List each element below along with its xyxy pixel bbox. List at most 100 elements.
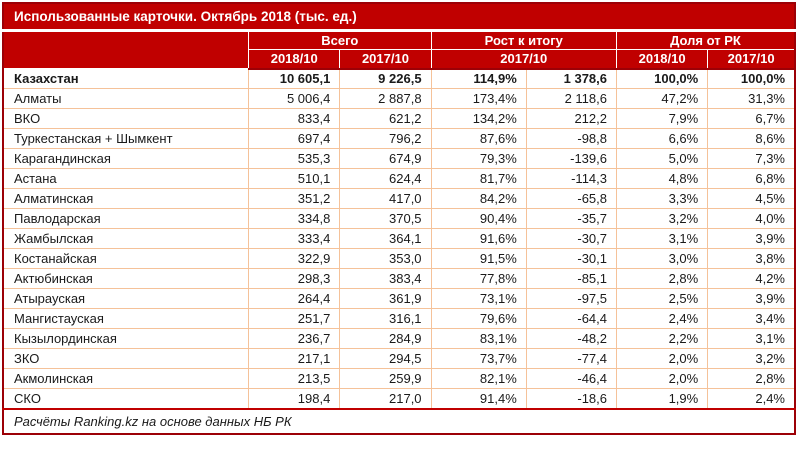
growth-abs-cell: 212,2 (525, 108, 618, 129)
growth-abs-cell: -30,7 (525, 228, 618, 249)
header-group-share: Доля от РК (616, 30, 796, 50)
share-2018-cell: 3,2% (615, 208, 709, 229)
total-2017-cell: 9 226,5 (339, 68, 432, 89)
growth-abs-cell: -65,8 (525, 188, 618, 209)
growth-pct-cell: 82,1% (430, 368, 527, 389)
share-2017-cell: 4,0% (707, 208, 796, 229)
growth-pct-cell: 90,4% (430, 208, 527, 229)
total-2017-cell: 417,0 (339, 188, 432, 209)
table-row: СКО 198,4 217,0 91,4% -18,6 1,9% 2,4% (2, 388, 796, 409)
share-2018-cell: 2,2% (615, 328, 709, 349)
total-2018-cell: 251,7 (248, 308, 341, 329)
total-2018-cell: 213,5 (248, 368, 341, 389)
share-2018-cell: 2,4% (615, 308, 709, 329)
total-2017-cell: 361,9 (339, 288, 432, 309)
table-row: Костанайская 322,9 353,0 91,5% -30,1 3,0… (2, 248, 796, 269)
table-row: Акмолинская 213,5 259,9 82,1% -46,4 2,0%… (2, 368, 796, 389)
total-2018-cell: 236,7 (248, 328, 341, 349)
share-2017-cell: 2,4% (707, 388, 796, 409)
share-2017-cell: 2,8% (707, 368, 796, 389)
total-2018-cell: 535,3 (248, 148, 341, 169)
growth-abs-cell: -30,1 (525, 248, 618, 269)
region-cell: Атырауская (2, 288, 250, 309)
title-row: Использованные карточки. Октябрь 2018 (т… (3, 3, 795, 32)
share-2017-cell: 31,3% (707, 88, 796, 109)
share-2017-cell: 100,0% (707, 68, 796, 89)
total-2018-cell: 510,1 (248, 168, 341, 189)
total-2017-cell: 674,9 (339, 148, 432, 169)
region-cell: Туркестанская + Шымкент (2, 128, 250, 149)
cards-usage-table: Использованные карточки. Октябрь 2018 (т… (2, 2, 796, 435)
growth-abs-cell: -77,4 (525, 348, 618, 369)
growth-pct-cell: 81,7% (430, 168, 527, 189)
region-cell: Казахстан (2, 68, 250, 89)
table-row: Атырауская 264,4 361,9 73,1% -97,5 2,5% … (2, 288, 796, 309)
region-cell: Жамбылская (2, 228, 250, 249)
footer-row: Расчёты Ranking.kz на основе данных НБ Р… (3, 407, 795, 434)
share-2017-cell: 4,2% (707, 268, 796, 289)
growth-pct-cell: 114,9% (430, 68, 527, 89)
total-2018-cell: 351,2 (248, 188, 341, 209)
total-2018-cell: 198,4 (248, 388, 341, 409)
total-2018-cell: 264,4 (248, 288, 341, 309)
table-row: Алматинская 351,2 417,0 84,2% -65,8 3,3%… (2, 188, 796, 209)
total-2018-cell: 10 605,1 (248, 68, 341, 89)
total-2017-cell: 2 887,8 (339, 88, 432, 109)
share-2018-cell: 2,5% (615, 288, 709, 309)
table-row: ВКО 833,4 621,2 134,2% 212,2 7,9% 6,7% (2, 108, 796, 129)
growth-abs-cell: -18,6 (525, 388, 618, 409)
share-2018-cell: 3,3% (615, 188, 709, 209)
region-cell: Алматы (2, 88, 250, 109)
table-row: Астана 510,1 624,4 81,7% -114,3 4,8% 6,8… (2, 168, 796, 189)
table-row: Алматы 5 006,4 2 887,8 173,4% 2 118,6 47… (2, 88, 796, 109)
share-2018-cell: 47,2% (615, 88, 709, 109)
region-cell: Кызылординская (2, 328, 250, 349)
share-2017-cell: 6,7% (707, 108, 796, 129)
share-2017-cell: 3,2% (707, 348, 796, 369)
total-2017-cell: 624,4 (339, 168, 432, 189)
subheader-share-2017: 2017/10 (707, 49, 796, 70)
table-row: Павлодарская 334,8 370,5 90,4% -35,7 3,2… (2, 208, 796, 229)
share-2017-cell: 7,3% (707, 148, 796, 169)
growth-pct-cell: 91,6% (430, 228, 527, 249)
total-2017-cell: 294,5 (339, 348, 432, 369)
total-2018-cell: 697,4 (248, 128, 341, 149)
growth-pct-cell: 173,4% (430, 88, 527, 109)
total-2018-cell: 833,4 (248, 108, 341, 129)
share-2017-cell: 6,8% (707, 168, 796, 189)
share-2018-cell: 2,0% (615, 368, 709, 389)
table-row: Казахстан 10 605,1 9 226,5 114,9% 1 378,… (2, 68, 796, 89)
total-2017-cell: 364,1 (339, 228, 432, 249)
total-2017-cell: 621,2 (339, 108, 432, 129)
share-2018-cell: 5,0% (615, 148, 709, 169)
share-2017-cell: 3,1% (707, 328, 796, 349)
growth-pct-cell: 134,2% (430, 108, 527, 129)
share-2018-cell: 6,6% (615, 128, 709, 149)
region-cell: Астана (2, 168, 250, 189)
growth-pct-cell: 73,7% (430, 348, 527, 369)
growth-abs-cell: 2 118,6 (525, 88, 618, 109)
share-2018-cell: 3,0% (615, 248, 709, 269)
growth-pct-cell: 77,8% (430, 268, 527, 289)
subheader-growth-2017: 2017/10 (430, 49, 618, 70)
total-2017-cell: 316,1 (339, 308, 432, 329)
growth-abs-cell: -97,5 (525, 288, 618, 309)
table-row: Кызылординская 236,7 284,9 83,1% -48,2 2… (2, 328, 796, 349)
share-2018-cell: 3,1% (615, 228, 709, 249)
subheader-total-2018: 2018/10 (248, 49, 341, 70)
subheader-share-2018: 2018/10 (615, 49, 709, 70)
total-2017-cell: 796,2 (339, 128, 432, 149)
header-group-growth: Рост к итогу (430, 30, 618, 50)
growth-abs-cell: -98,8 (525, 128, 618, 149)
growth-abs-cell: -48,2 (525, 328, 618, 349)
table-row: ЗКО 217,1 294,5 73,7% -77,4 2,0% 3,2% (2, 348, 796, 369)
total-2018-cell: 298,3 (248, 268, 341, 289)
share-2018-cell: 2,8% (615, 268, 709, 289)
header-group-row: Всего Рост к итогу Доля от РК (3, 30, 796, 69)
growth-pct-cell: 91,4% (430, 388, 527, 409)
share-2017-cell: 3,9% (707, 288, 796, 309)
growth-pct-cell: 87,6% (430, 128, 527, 149)
share-2018-cell: 100,0% (615, 68, 709, 89)
table-row: Карагандинская 535,3 674,9 79,3% -139,6 … (2, 148, 796, 169)
header-group-total: Всего (248, 30, 432, 50)
